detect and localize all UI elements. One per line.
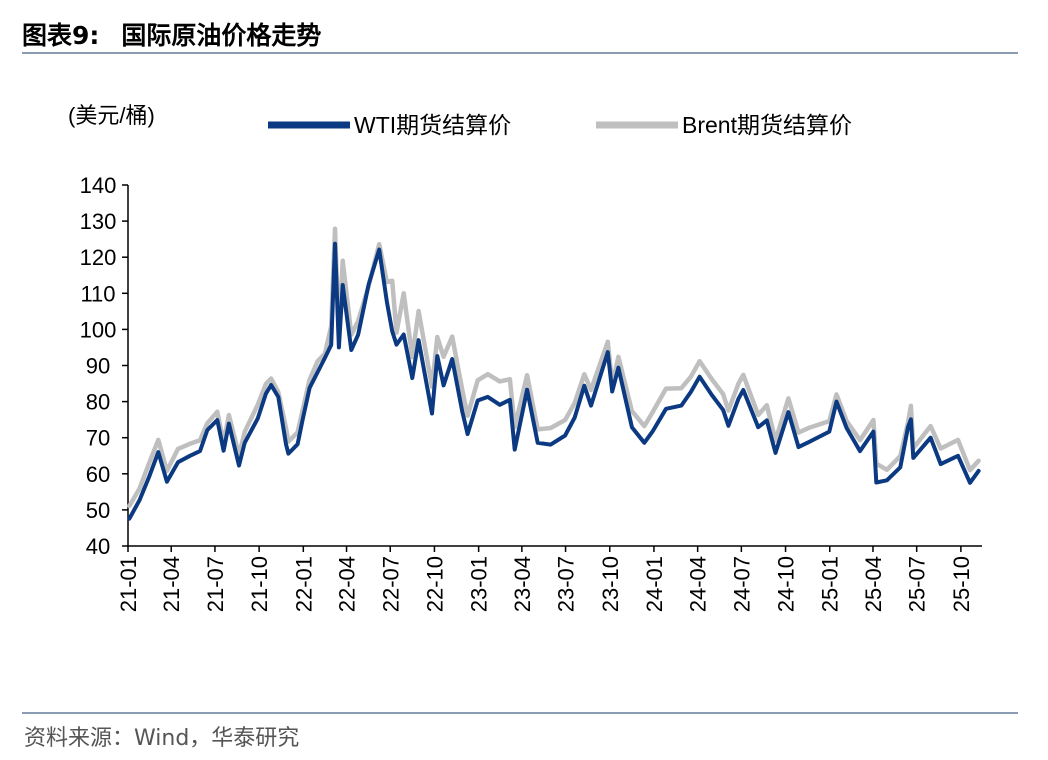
x-tick-label: 21-01 <box>116 556 141 612</box>
x-tick-label: 25-01 <box>818 556 843 612</box>
x-tick-label: 24-07 <box>729 556 754 612</box>
x-tick-label: 23-07 <box>554 556 579 612</box>
x-tick-label: 24-04 <box>686 556 711 612</box>
x-tick-label: 22-04 <box>335 556 360 612</box>
y-tick-label: 100 <box>80 317 117 342</box>
y-tick-label: 90 <box>86 354 110 379</box>
series-line-wti <box>127 241 981 521</box>
legend-brent-label: Brent期货结算价 <box>682 112 852 138</box>
x-tick-label: 23-04 <box>510 556 535 612</box>
y-tick-label: 130 <box>80 209 117 234</box>
figure-number: 图表9: <box>22 21 100 50</box>
legend: WTI期货结算价 Brent期货结算价 <box>268 112 852 138</box>
series-line-brent <box>127 226 981 509</box>
series-layer <box>127 226 981 521</box>
x-tick-label: 24-10 <box>774 556 799 612</box>
y-tick-label: 80 <box>86 390 110 415</box>
x-tick-label: 21-07 <box>203 556 228 612</box>
y-tick-label: 120 <box>80 245 117 270</box>
x-tick-label: 25-07 <box>905 556 930 612</box>
figure-title-text: 国际原油价格走势 <box>121 21 322 50</box>
source-note: 资料来源：Wind，华泰研究 <box>24 726 300 751</box>
x-tick-label: 22-10 <box>422 556 447 612</box>
x-tick-label: 23-10 <box>598 556 623 612</box>
x-tick-label: 21-10 <box>247 556 272 612</box>
x-tick-label: 22-01 <box>291 556 316 612</box>
y-tick-label: 70 <box>86 426 110 451</box>
figure-title: 图表9: 国际原油价格走势 <box>22 16 321 52</box>
y-tick-label: 50 <box>86 498 110 523</box>
x-tick-label: 23-01 <box>467 556 492 612</box>
y-tick-label: 140 <box>80 173 117 198</box>
footer-rule <box>22 712 1018 714</box>
x-tick-label: 25-04 <box>861 556 886 612</box>
legend-wti-label: WTI期货结算价 <box>354 112 511 138</box>
y-tick-label: 40 <box>86 534 110 559</box>
y-tick-label: 60 <box>86 462 110 487</box>
x-axis: 21-01 21-04 21-07 21-10 22-01 22-04 22-07 22-10… <box>116 545 982 612</box>
x-tick-label: 24-01 <box>642 556 667 612</box>
figure-header: 图表9: 国际原油价格走势 <box>22 14 1018 52</box>
y-axis: 40 50 60 70 80 90 100 110 120 130 140 <box>80 173 129 559</box>
y-unit-label: (美元/桶) <box>68 103 155 128</box>
x-tick-label: 21-04 <box>159 556 184 612</box>
y-tick-label: 110 <box>80 281 115 306</box>
header-rule <box>22 52 1018 54</box>
x-tick-label: 25-10 <box>949 556 974 612</box>
x-tick-label: 22-07 <box>378 556 403 612</box>
